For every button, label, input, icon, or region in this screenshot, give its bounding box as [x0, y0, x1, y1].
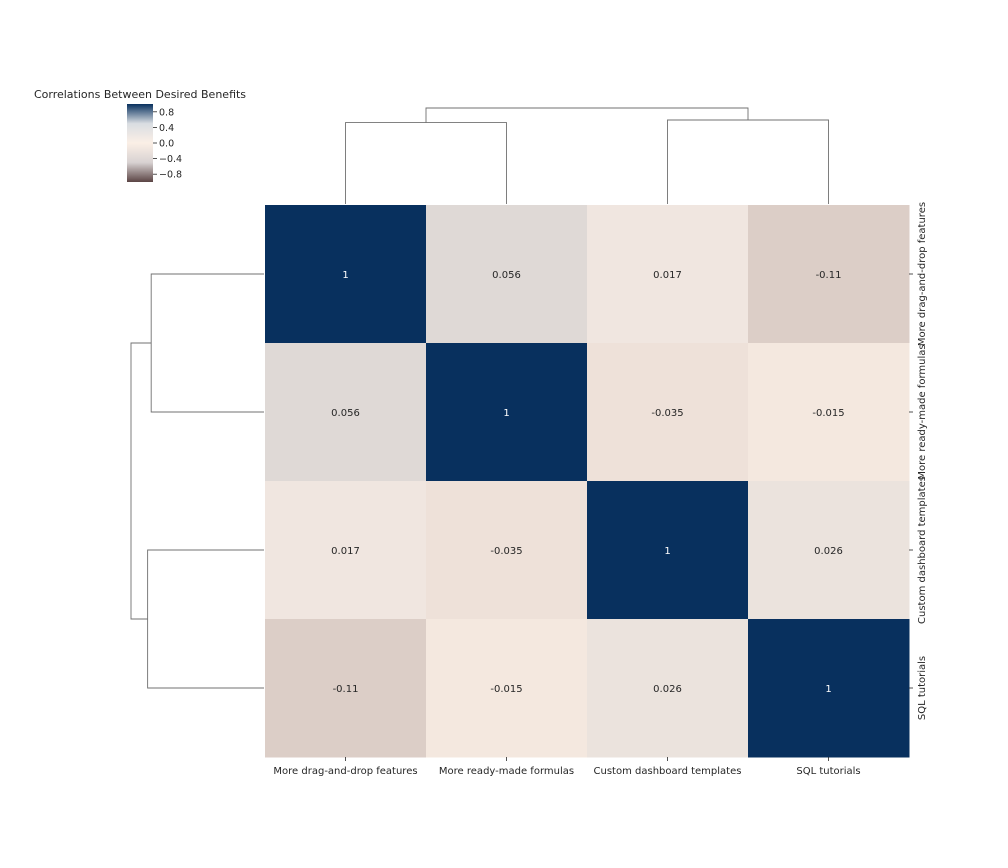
row-dendrogram-link-1 — [147, 549, 264, 689]
heatmap-cell-3-1 — [426, 619, 588, 758]
cell-annotation-2-0: 0.017 — [331, 546, 360, 557]
heatmap-cell-0-3 — [748, 205, 910, 344]
cell-annotation-1-1: 1 — [503, 408, 509, 419]
cell-annotation-1-0: 0.056 — [331, 408, 360, 419]
heatmap-cell-0-0 — [265, 205, 427, 344]
colorbar-tick-label-1: 0.4 — [159, 123, 174, 134]
colorbar-tick-label-2: 0.0 — [159, 139, 174, 150]
col-dendrogram-link-0 — [345, 122, 507, 204]
colorbar — [127, 104, 153, 182]
heatmap-cell-1-0 — [265, 343, 427, 482]
col-label-1: More ready-made formulas — [439, 766, 574, 777]
colorbar-tick-label-3: −0.4 — [159, 154, 182, 165]
row-label-3: SQL tutorials — [917, 656, 928, 720]
heatmap-cell-3-2 — [587, 619, 749, 758]
heatmap-cell-2-3 — [748, 481, 910, 620]
heatmap-cell-1-3 — [748, 343, 910, 482]
heatmap-cell-1-2 — [587, 343, 749, 482]
cell-annotation-3-0: -0.11 — [333, 684, 359, 695]
cell-annotation-1-3: -0.015 — [812, 408, 844, 419]
row-label-2: Custom dashboard templates — [917, 476, 928, 624]
chart-title: Correlations Between Desired Benefits — [34, 88, 246, 101]
col-label-2: Custom dashboard templates — [594, 766, 742, 777]
heatmap-cell-1-1 — [426, 343, 588, 482]
cell-annotation-3-1: -0.015 — [490, 684, 522, 695]
cell-annotation-0-3: -0.11 — [816, 270, 842, 281]
cell-annotation-0-0: 1 — [342, 270, 348, 281]
row-dendrogram-link-0 — [150, 273, 264, 413]
cell-annotation-2-3: 0.026 — [814, 546, 843, 557]
heatmap-cell-0-2 — [587, 205, 749, 344]
heatmap-cell-2-0 — [265, 481, 427, 620]
cell-annotation-3-2: 0.026 — [653, 684, 682, 695]
heatmap-cell-3-3 — [748, 619, 910, 758]
row-dendrogram-link-2 — [130, 342, 152, 620]
cell-annotation-2-1: -0.035 — [490, 546, 522, 557]
col-dendrogram-link-2 — [425, 107, 749, 123]
cell-annotation-0-2: 0.017 — [653, 270, 682, 281]
heatmap-cell-3-0 — [265, 619, 427, 758]
cell-annotation-0-1: 0.056 — [492, 270, 521, 281]
cell-annotation-3-3: 1 — [825, 684, 831, 695]
col-dendrogram-link-1 — [667, 119, 829, 204]
col-label-0: More drag-and-drop features — [273, 766, 417, 777]
row-label-1: More ready-made formulas — [917, 344, 928, 479]
row-label-0: More drag-and-drop features — [917, 202, 928, 346]
colorbar-tick-label-0: 0.8 — [159, 107, 174, 118]
colorbar-tick-label-4: −0.8 — [159, 170, 182, 181]
cell-annotation-2-2: 1 — [664, 546, 670, 557]
heatmap-cell-2-1 — [426, 481, 588, 620]
heatmap-cell-0-1 — [426, 205, 588, 344]
heatmap-cell-2-2 — [587, 481, 749, 620]
col-label-3: SQL tutorials — [796, 766, 860, 777]
cell-annotation-1-2: -0.035 — [651, 408, 683, 419]
